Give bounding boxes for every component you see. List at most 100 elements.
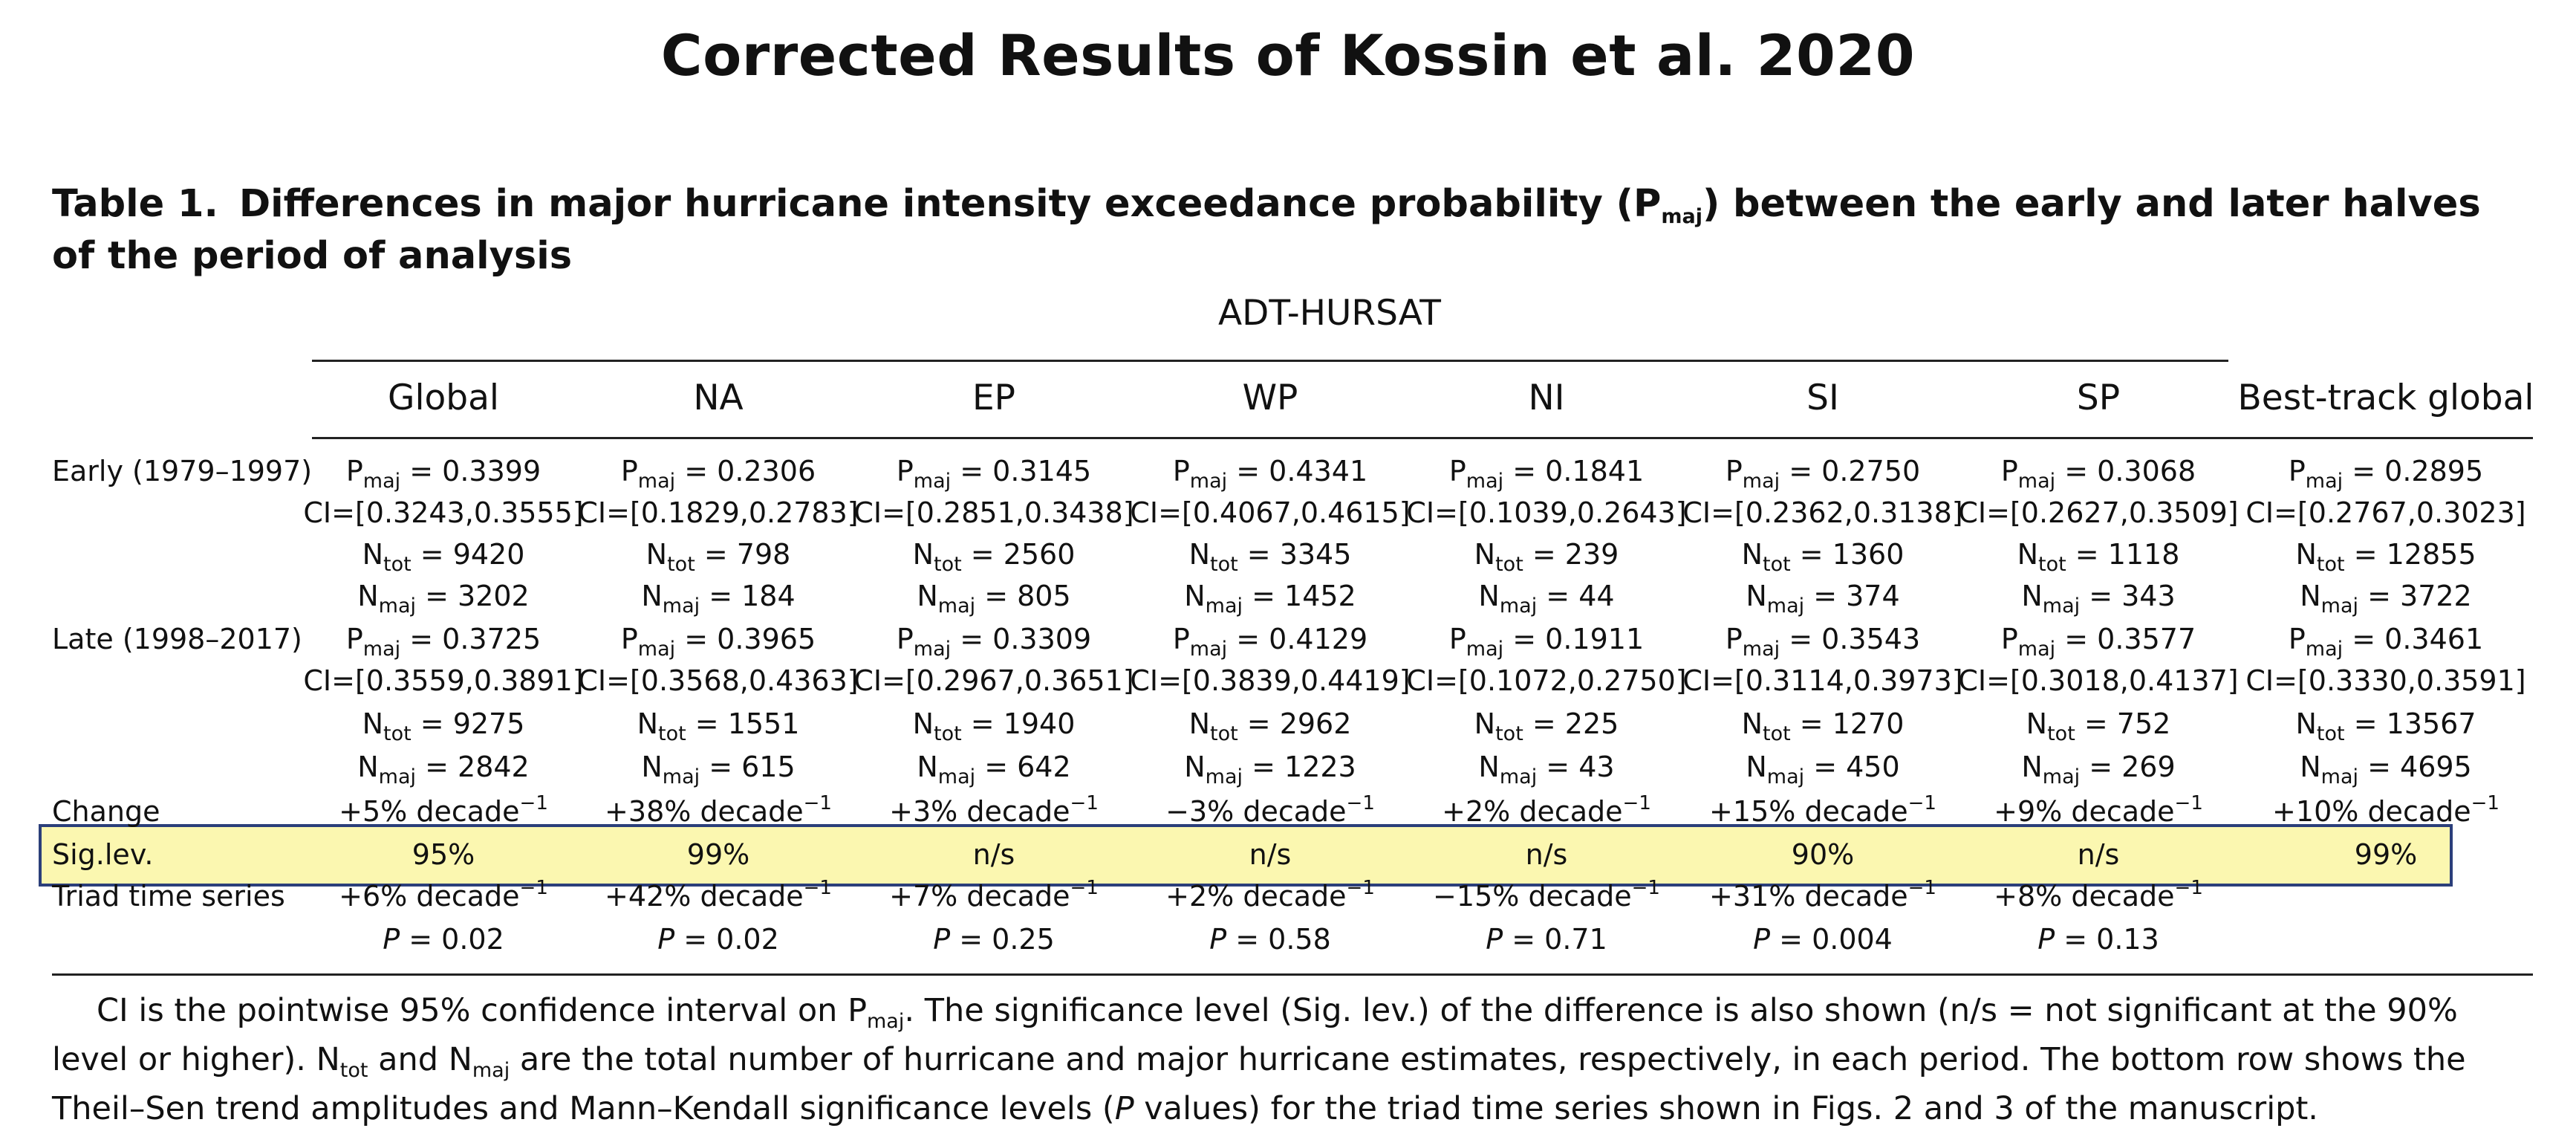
- equals: =: [961, 538, 1004, 571]
- pmaj-cell: Pmaj = 0.3399: [302, 455, 585, 493]
- table-caption: Table 1. Differences in major hurricane i…: [52, 181, 2525, 279]
- footnote-part-1: CI is the pointwise 95% confidence inter…: [97, 992, 867, 1029]
- ci-cell: CI=[0.3018,0.4137]: [1958, 664, 2239, 697]
- tot-subscript: tot: [1210, 553, 1238, 576]
- change-value: +15%: [1709, 795, 1796, 828]
- equals: =: [416, 580, 458, 612]
- equals: =: [1780, 455, 1822, 487]
- pmaj-value: 0.4129: [1269, 623, 1368, 655]
- p-symbol: P: [2037, 923, 2055, 956]
- equals: =: [700, 580, 742, 612]
- siglev-cell: n/s: [1249, 838, 1292, 871]
- nmaj-cell: Nmaj = 642: [853, 751, 1135, 788]
- ntot-cell: Ntot = 239: [1405, 538, 1688, 576]
- pmaj-cell: Pmaj = 0.1911: [1405, 623, 1688, 661]
- maj-subscript: maj: [662, 765, 700, 788]
- ci-cell: CI=[0.3568,0.4363]: [578, 664, 859, 697]
- equals: =: [1237, 538, 1280, 571]
- maj-subscript: maj: [1205, 594, 1243, 618]
- nmaj-value: 269: [2121, 751, 2176, 783]
- n-symbol: N: [362, 538, 383, 571]
- maj-subscript: maj: [1766, 765, 1805, 788]
- n-symbol: N: [1474, 707, 1496, 740]
- triad-p-cell: P = 0.71: [1405, 923, 1688, 956]
- nmaj-value: 450: [1846, 751, 1900, 783]
- equals: =: [975, 751, 1018, 783]
- equals: =: [1804, 580, 1847, 612]
- page-title: Corrected Results of Kossin et al. 2020: [660, 22, 1916, 88]
- decade-unit: decade: [691, 880, 804, 913]
- per-decade-exponent: −1: [1907, 792, 1936, 814]
- ntot-cell: Ntot = 2560: [853, 538, 1135, 576]
- tot-subscript: tot: [1495, 553, 1523, 576]
- row-label-late: Late (1998–2017): [52, 623, 302, 655]
- ntot-value: 13567: [2386, 707, 2476, 740]
- n-symbol: N: [362, 707, 383, 740]
- pmaj-cell: Pmaj = 0.3145: [853, 455, 1135, 493]
- n-symbol: N: [2300, 751, 2321, 783]
- tot-subscript: tot: [1495, 722, 1523, 745]
- p-symbol: P: [383, 923, 400, 956]
- per-decade-exponent: −1: [1346, 877, 1375, 899]
- equals: =: [695, 538, 737, 571]
- ci-cell: CI=[0.2851,0.3438]: [853, 496, 1134, 529]
- ci-cell: CI=[0.1072,0.2750]: [1406, 664, 1687, 697]
- maj-subscript: maj: [2017, 470, 2056, 493]
- per-decade-exponent: −1: [803, 792, 832, 814]
- nmaj-value: 642: [1017, 751, 1071, 783]
- equals: =: [675, 623, 718, 655]
- triad-p-cell: P = 0.58: [1129, 923, 1411, 956]
- equals: =: [1243, 580, 1285, 612]
- change-cell: +9% decade−1: [1957, 792, 2240, 828]
- pmaj-cell: Pmaj = 0.3965: [577, 623, 859, 661]
- triad-p-cell: P = 0.02: [302, 923, 585, 956]
- triad-p-cell: P = 0.02: [577, 923, 859, 956]
- equals: =: [1780, 623, 1822, 655]
- equals: =: [686, 707, 728, 740]
- p-symbol: P: [1753, 923, 1771, 956]
- pmaj-cell: Pmaj = 0.2750: [1682, 455, 1964, 493]
- maj-subscript: maj: [362, 638, 401, 661]
- maj-subscript: maj: [637, 470, 676, 493]
- equals: =: [2358, 751, 2401, 783]
- n-symbol: N: [912, 538, 934, 571]
- maj-subscript: maj: [2305, 638, 2344, 661]
- significance-row-highlight: [39, 824, 2453, 887]
- pmaj-value: 0.3577: [2097, 623, 2196, 655]
- n-symbol: N: [1746, 751, 1767, 783]
- nmaj-value: 2842: [458, 751, 530, 783]
- maj-subscript: maj: [1742, 638, 1780, 661]
- tot-subscript: tot: [383, 553, 412, 576]
- change-value: +10%: [2272, 795, 2359, 828]
- maj-subscript: maj: [378, 765, 417, 788]
- equals: =: [1503, 623, 1546, 655]
- pmaj-cell: Pmaj = 0.3461: [2245, 623, 2527, 661]
- triad-trend-value: +31%: [1709, 880, 1796, 913]
- change-value: +38%: [605, 795, 692, 828]
- decade-unit: decade: [2062, 880, 2175, 913]
- ntot-cell: Ntot = 1360: [1682, 538, 1964, 576]
- ci-cell: CI=[0.4067,0.4615]: [1130, 496, 1411, 529]
- n-symbol: N: [641, 580, 663, 612]
- ci-cell: CI=[0.2767,0.3023]: [2245, 496, 2526, 529]
- equals: =: [2055, 923, 2097, 956]
- maj-subscript: maj: [2320, 765, 2359, 788]
- equals: =: [2080, 580, 2122, 612]
- per-decade-exponent: −1: [1622, 792, 1651, 814]
- nmaj-cell: Nmaj = 44: [1405, 580, 1688, 618]
- row-label-early: Early (1979–1997): [52, 455, 313, 487]
- p-symbol: P: [896, 623, 914, 655]
- p-symbol: P: [896, 455, 914, 487]
- siglev-cell: 99%: [686, 838, 750, 871]
- decade-unit: decade: [407, 880, 520, 913]
- triad-trend-value: −15%: [1433, 880, 1520, 913]
- equals: =: [1537, 580, 1579, 612]
- p-symbol: P: [620, 455, 638, 487]
- decade-unit: decade: [1234, 795, 1347, 828]
- maj-subscript: maj: [1466, 470, 1504, 493]
- n-symbol: N: [2026, 707, 2048, 740]
- triad-trend-value: +42%: [605, 880, 692, 913]
- pmaj-value: 0.3543: [1821, 623, 1921, 655]
- per-decade-exponent: −1: [1070, 877, 1099, 899]
- tot-subscript: tot: [2316, 553, 2345, 576]
